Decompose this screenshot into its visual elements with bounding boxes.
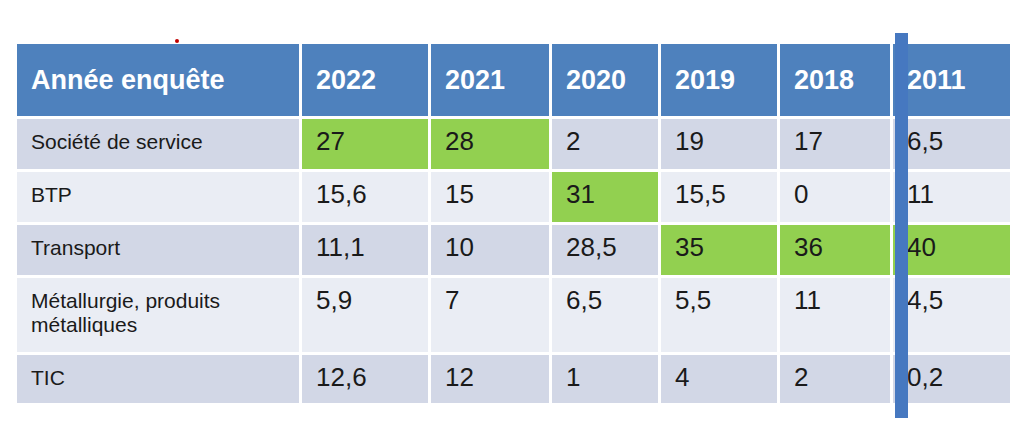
value-cell: 6,5 <box>552 278 658 352</box>
value-cell: 11,1 <box>302 225 428 275</box>
value-cell: 10 <box>431 225 549 275</box>
value-cell: 1 <box>552 355 658 403</box>
table-row: Société de service2728219176,5 <box>17 119 1010 169</box>
value-cell: 28,5 <box>552 225 658 275</box>
value-cell: 28 <box>431 119 549 169</box>
table-row: Transport11,11028,5353640 <box>17 225 1010 275</box>
value-cell: 2 <box>552 119 658 169</box>
value-cell: 6,5 <box>893 119 1010 169</box>
header-row: Année enquête 2022 2021 2020 2019 2018 2… <box>17 44 1010 116</box>
row-label: Métallurgie, produits métalliques <box>17 278 299 352</box>
header-cell-annee-enquete: Année enquête <box>17 44 299 116</box>
row-label: TIC <box>17 355 299 403</box>
value-cell: 35 <box>661 225 777 275</box>
header-cell-2011: 2011 <box>893 44 1010 116</box>
table-body: Société de service2728219176,5BTP15,6153… <box>17 119 1010 403</box>
value-cell: 36 <box>780 225 890 275</box>
vertical-divider-bar <box>895 33 908 418</box>
value-cell: 27 <box>302 119 428 169</box>
value-cell: 7 <box>431 278 549 352</box>
row-label: BTP <box>17 172 299 222</box>
value-cell: 4 <box>661 355 777 403</box>
value-cell: 11 <box>780 278 890 352</box>
value-cell: 15 <box>431 172 549 222</box>
value-cell: 12 <box>431 355 549 403</box>
header-cell-2022: 2022 <box>302 44 428 116</box>
slide-canvas: Année enquête 2022 2021 2020 2019 2018 2… <box>0 0 1018 422</box>
value-cell: 19 <box>661 119 777 169</box>
value-cell: 5,5 <box>661 278 777 352</box>
header-cell-2020: 2020 <box>552 44 658 116</box>
table-row: BTP15,6153115,5011 <box>17 172 1010 222</box>
value-cell: 0,2 <box>893 355 1010 403</box>
value-cell: 40 <box>893 225 1010 275</box>
header-cell-2019: 2019 <box>661 44 777 116</box>
value-cell: 12,6 <box>302 355 428 403</box>
red-dot-artifact <box>175 39 179 43</box>
table-row: TIC12,6121420,2 <box>17 355 1010 403</box>
header-cell-2018: 2018 <box>780 44 890 116</box>
value-cell: 31 <box>552 172 658 222</box>
value-cell: 17 <box>780 119 890 169</box>
value-cell: 0 <box>780 172 890 222</box>
survey-results-table: Année enquête 2022 2021 2020 2019 2018 2… <box>14 41 1013 406</box>
value-cell: 2 <box>780 355 890 403</box>
table-row: Métallurgie, produits métalliques5,976,5… <box>17 278 1010 352</box>
value-cell: 15,5 <box>661 172 777 222</box>
row-label: Société de service <box>17 119 299 169</box>
header-cell-2021: 2021 <box>431 44 549 116</box>
value-cell: 15,6 <box>302 172 428 222</box>
value-cell: 11 <box>893 172 1010 222</box>
value-cell: 4,5 <box>893 278 1010 352</box>
value-cell: 5,9 <box>302 278 428 352</box>
row-label: Transport <box>17 225 299 275</box>
